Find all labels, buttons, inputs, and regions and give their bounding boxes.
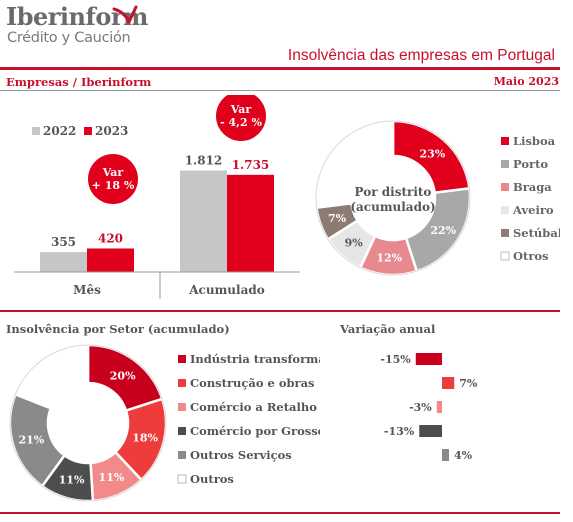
category-label: Acumulado	[188, 283, 265, 297]
legend-swatch	[178, 355, 186, 363]
bar-2023-0	[87, 248, 134, 272]
slice-label: 11%	[59, 474, 85, 487]
legend-swatch-2022	[32, 127, 40, 135]
variation-value-label: 4%	[454, 449, 473, 462]
section-label-empresas: Empresas / Iberinform	[6, 75, 152, 89]
legend-label: Setúbal	[513, 226, 560, 240]
legend-label: Porto	[513, 157, 548, 171]
legend-label: Outros	[190, 472, 234, 486]
mid-divider	[0, 310, 560, 312]
bar-value-label: 1.812	[185, 154, 223, 168]
variation-bubble-label: Var	[102, 166, 124, 179]
slice-label: 18%	[132, 432, 158, 445]
bar-value-label: 1.735	[232, 158, 270, 172]
donut-chart-district: 23% 22% 12% 9% 7% Por distrito(acumulado) Lisb…	[314, 119, 560, 277]
header-divider	[0, 67, 560, 70]
slice-label: 20%	[110, 369, 136, 382]
legend-label: Outros Serviços	[190, 448, 292, 462]
legend-swatch	[501, 229, 509, 237]
variation-bar	[442, 449, 449, 461]
variation-bubble	[88, 154, 138, 204]
variation-bar	[442, 377, 455, 389]
legend-label: Braga	[513, 180, 552, 194]
page-title: Insolvência das empresas em Portugal	[287, 47, 555, 64]
slice-label: 7%	[328, 212, 347, 225]
variation-bar	[436, 401, 442, 413]
legend-label-2023: 2023	[95, 124, 128, 138]
legend-swatch	[501, 160, 509, 168]
sector-title: Insolvência por Setor (acumulado)	[6, 322, 230, 336]
legend-swatch	[501, 183, 509, 191]
variation-bar	[415, 353, 442, 365]
brand-subtitle: Crédito y Caución	[7, 30, 131, 46]
legend-swatch	[178, 451, 186, 459]
legend-label: Comércio a Retalho	[190, 400, 317, 414]
variation-bubble-value: + 18 %	[92, 179, 135, 192]
donut-outline	[315, 120, 471, 276]
variation-value-label: -15%	[380, 353, 411, 366]
legend-swatch	[177, 474, 187, 484]
variation-bubble	[216, 95, 266, 141]
slice-label: 12%	[376, 251, 402, 264]
section-divider	[0, 90, 560, 91]
legend-label-2022: 2022	[43, 124, 76, 138]
variation-bar	[419, 425, 442, 437]
donut-center-title: Por distrito	[355, 185, 432, 199]
variation-title: Variação anual	[340, 322, 436, 336]
donut-center-title: (acumulado)	[350, 200, 435, 214]
legend-label: Aveiro	[512, 203, 554, 217]
legend-swatch	[178, 379, 186, 387]
donut-chart-sector: 20% 18% 11% 11% 21% Indústria transformadora C…	[8, 343, 320, 503]
legend-label: Lisboa	[513, 134, 556, 148]
legend-swatch	[500, 251, 510, 261]
category-label: Mês	[73, 283, 101, 297]
slice-label: 9%	[345, 237, 364, 250]
swoosh-arrow-icon	[112, 5, 138, 24]
legend-label: Construção e obras	[190, 376, 315, 390]
legend-swatch-2023	[84, 127, 92, 135]
bar-chart-annual-variation: -15% 7% -3% -13% 4%	[380, 353, 478, 462]
legend-swatch	[178, 427, 186, 435]
donut-outline	[9, 344, 167, 502]
bar-2022-1	[180, 170, 227, 272]
slice-label: 11%	[99, 471, 125, 484]
bar-value-label: 355	[51, 235, 76, 249]
bar-value-label: 420	[98, 231, 123, 245]
variation-value-label: 7%	[459, 377, 478, 390]
bar-2022-0	[40, 252, 87, 272]
slice-label: 21%	[18, 433, 44, 446]
legend-swatch	[178, 403, 186, 411]
variation-bubble-label: Var	[230, 103, 252, 116]
period-label: Maio 2023	[493, 75, 559, 88]
legend-label: Comércio por Grosso	[190, 424, 320, 438]
slice-label: 22%	[430, 224, 456, 237]
variation-bubble-value: - 4,2 %	[220, 116, 262, 129]
legend-label: Indústria transformadora	[190, 352, 320, 366]
footer-divider	[0, 512, 560, 514]
variation-value-label: -13%	[384, 425, 415, 438]
bar-2023-1	[227, 174, 274, 272]
legend-swatch	[501, 137, 509, 145]
legend-label: Otros	[513, 249, 549, 263]
variation-value-label: -3%	[409, 401, 432, 414]
slice-label: 23%	[419, 147, 445, 160]
legend-swatch	[501, 206, 509, 214]
